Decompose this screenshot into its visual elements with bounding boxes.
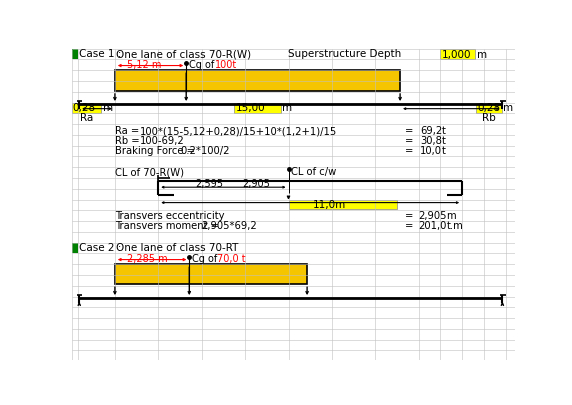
- Bar: [476, 102, 502, 113]
- Text: Ra =: Ra =: [115, 126, 139, 136]
- Text: Cg of: Cg of: [192, 254, 217, 264]
- Text: 100*(15-5,12+0,28)/15+10*(1,2+1)/15: 100*(15-5,12+0,28)/15+10*(1,2+1)/15: [140, 126, 337, 136]
- Text: Ra: Ra: [80, 113, 93, 122]
- Bar: [72, 102, 101, 113]
- Text: CL of 70-R(W): CL of 70-R(W): [115, 167, 184, 177]
- Text: m: m: [102, 103, 113, 113]
- Text: Braking Force =: Braking Force =: [115, 146, 195, 156]
- Text: 5,12 m: 5,12 m: [128, 60, 162, 70]
- Text: 2,905: 2,905: [419, 211, 447, 221]
- Text: 0.2*100/2: 0.2*100/2: [180, 146, 229, 156]
- Text: One lane of class 70-R(W): One lane of class 70-R(W): [117, 49, 252, 60]
- Text: =: =: [405, 136, 413, 146]
- Text: t: t: [442, 126, 446, 136]
- Bar: [72, 243, 78, 254]
- Text: t: t: [442, 146, 446, 156]
- Bar: [115, 264, 307, 284]
- Text: m: m: [503, 103, 513, 113]
- Text: =: =: [405, 211, 413, 221]
- Text: =: =: [405, 221, 413, 231]
- Text: 69,2: 69,2: [420, 126, 443, 136]
- Text: 2,905*69,2: 2,905*69,2: [202, 221, 257, 231]
- Text: One lane of class 70-RT: One lane of class 70-RT: [117, 243, 239, 254]
- Bar: [235, 102, 281, 113]
- Text: 11,0m: 11,0m: [313, 200, 347, 210]
- Text: Transvers moment =: Transvers moment =: [115, 221, 219, 231]
- Text: Superstructure Depth: Superstructure Depth: [288, 49, 402, 60]
- Bar: [115, 70, 400, 91]
- Text: 2,595: 2,595: [196, 179, 224, 190]
- Text: 10,0: 10,0: [420, 146, 442, 156]
- Text: Cg of: Cg of: [189, 60, 214, 70]
- Text: 2,285 m: 2,285 m: [128, 254, 168, 264]
- Text: 201,0: 201,0: [419, 221, 447, 231]
- Bar: [72, 49, 78, 60]
- Text: Transvers eccentricity: Transvers eccentricity: [115, 211, 224, 221]
- Text: 100-69,2: 100-69,2: [140, 136, 184, 146]
- Text: 70,0 t: 70,0 t: [217, 254, 246, 264]
- Text: m: m: [283, 103, 292, 113]
- Bar: [288, 200, 397, 209]
- Text: t.m: t.m: [447, 221, 463, 231]
- Text: t: t: [442, 136, 446, 146]
- Bar: [440, 49, 475, 59]
- Text: 2,905: 2,905: [242, 179, 270, 190]
- Text: Rb =: Rb =: [115, 136, 140, 146]
- Text: Case 1 :: Case 1 :: [80, 49, 122, 60]
- Text: m: m: [477, 50, 487, 60]
- Text: 0,28: 0,28: [478, 103, 500, 113]
- Text: =: =: [405, 126, 413, 136]
- Text: 100t: 100t: [215, 60, 237, 70]
- Text: 0,28: 0,28: [72, 103, 96, 113]
- Text: m: m: [447, 211, 456, 221]
- Text: 30,8: 30,8: [420, 136, 442, 146]
- Text: Rb: Rb: [482, 113, 496, 122]
- Text: 15,00: 15,00: [236, 103, 265, 113]
- Text: 1,000: 1,000: [442, 50, 471, 60]
- Text: CL of c/w: CL of c/w: [291, 167, 336, 177]
- Text: =: =: [405, 146, 413, 156]
- Text: Case 2 :: Case 2 :: [80, 243, 122, 254]
